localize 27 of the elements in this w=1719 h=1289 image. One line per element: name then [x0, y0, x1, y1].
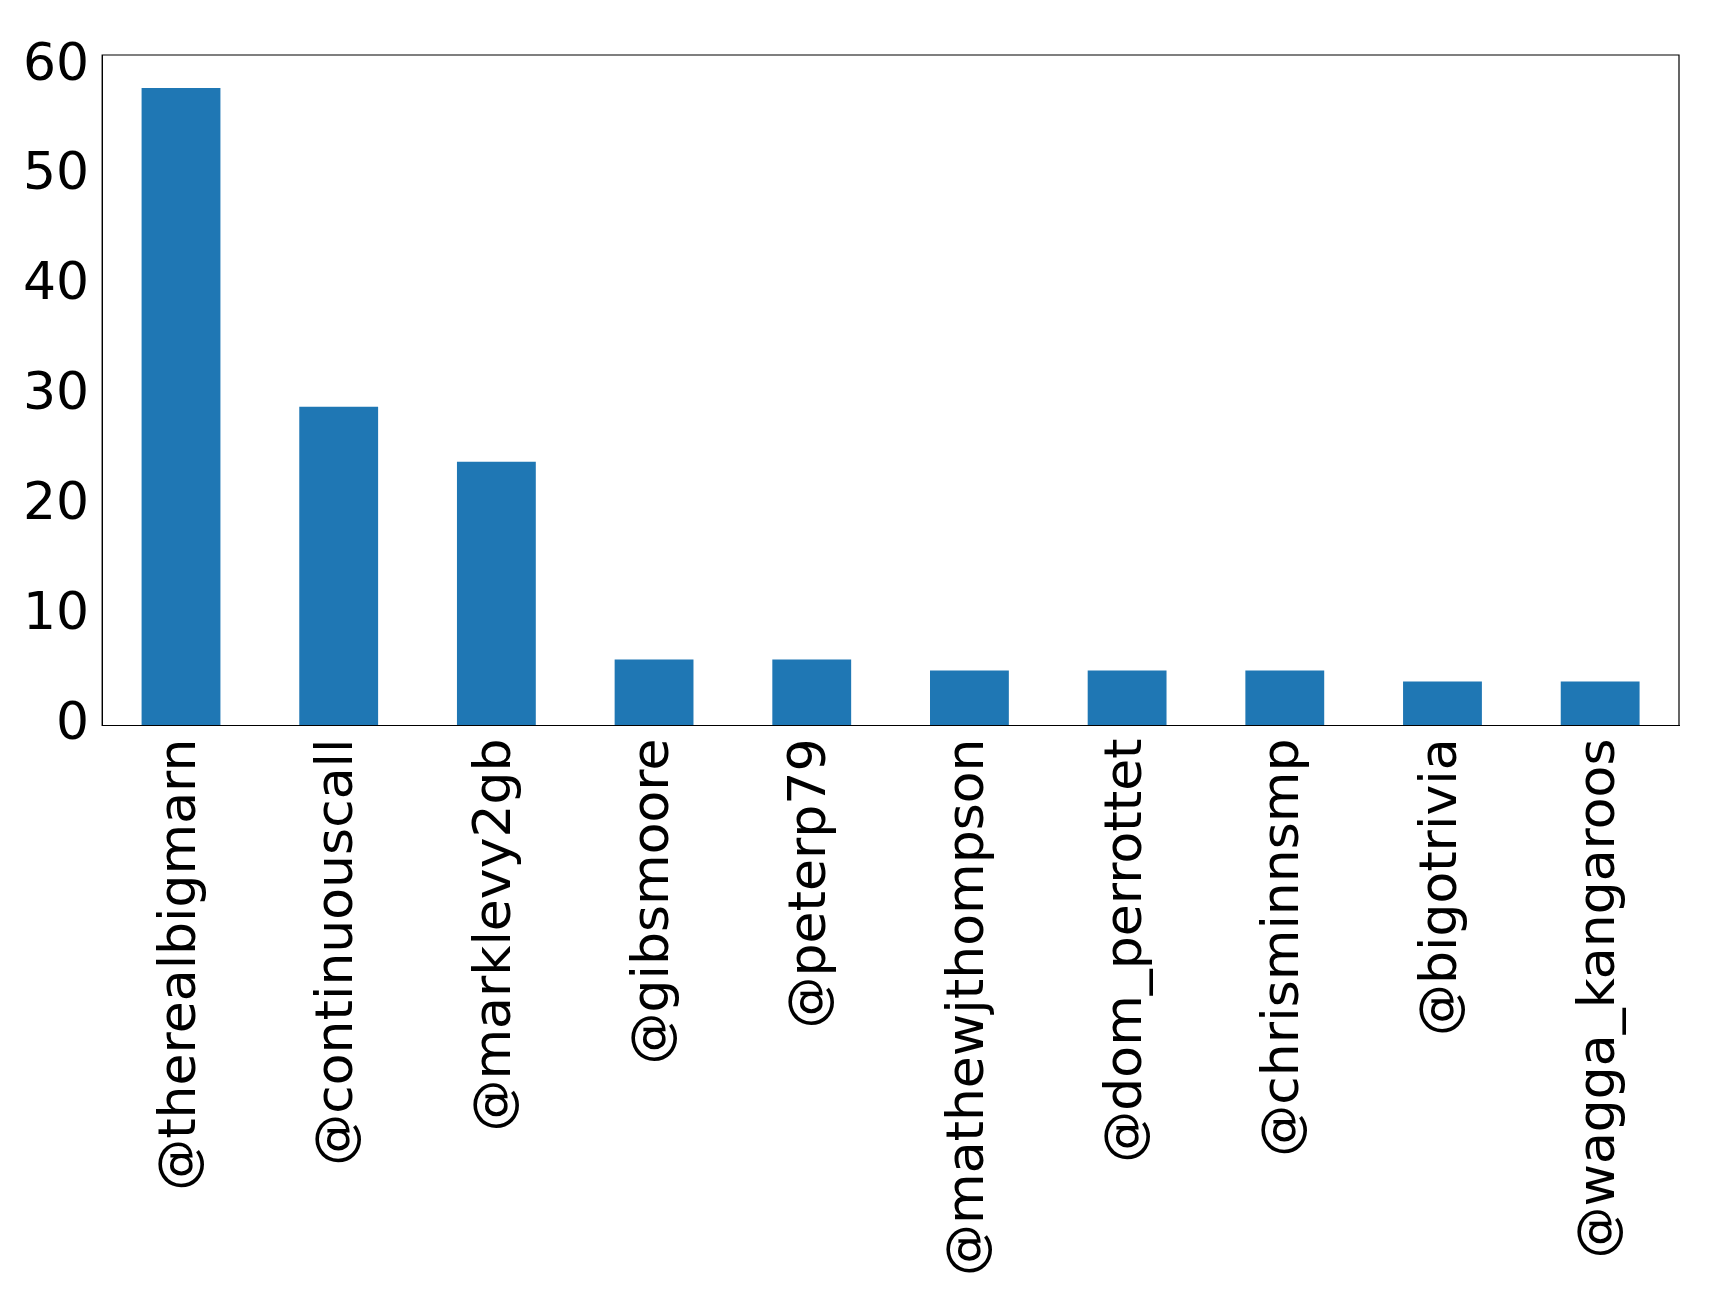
- y-tick-label: 20: [23, 471, 90, 532]
- bar: [1560, 681, 1640, 726]
- bar: [1403, 681, 1482, 726]
- bar: [772, 659, 852, 726]
- y-tick-label: 10: [23, 581, 90, 642]
- bar: [1245, 670, 1325, 726]
- y-tick-label: 50: [23, 141, 90, 202]
- bar: [299, 406, 379, 726]
- y-tick-label: 30: [23, 361, 90, 422]
- bar: [614, 659, 694, 726]
- y-tick-label: 60: [23, 31, 90, 92]
- x-tick-label: @gibsmoore: [619, 738, 680, 1065]
- bar: [1087, 670, 1167, 726]
- x-tick-label: @bigotrivia: [1407, 738, 1468, 1037]
- x-tick-label: @chrisminnsmp: [1250, 738, 1311, 1157]
- y-tick-label: 40: [23, 251, 90, 312]
- x-tick-label: @dom_perrottet: [1092, 738, 1153, 1163]
- x-tick-label: @mathewjthompson: [934, 738, 995, 1277]
- x-tick-label: @therealbigmarn: [146, 738, 207, 1191]
- bar: [930, 670, 1009, 726]
- x-tick-label: @wagga_kangaroos: [1565, 738, 1626, 1259]
- x-tick-label: @peterp79: [777, 738, 838, 1029]
- y-tick-label: 0: [56, 691, 90, 751]
- bar: [141, 87, 221, 726]
- x-tick-label: @continuouscall: [304, 738, 365, 1166]
- bar: [456, 461, 536, 726]
- x-tick-label: @marklevy2gb: [461, 738, 522, 1132]
